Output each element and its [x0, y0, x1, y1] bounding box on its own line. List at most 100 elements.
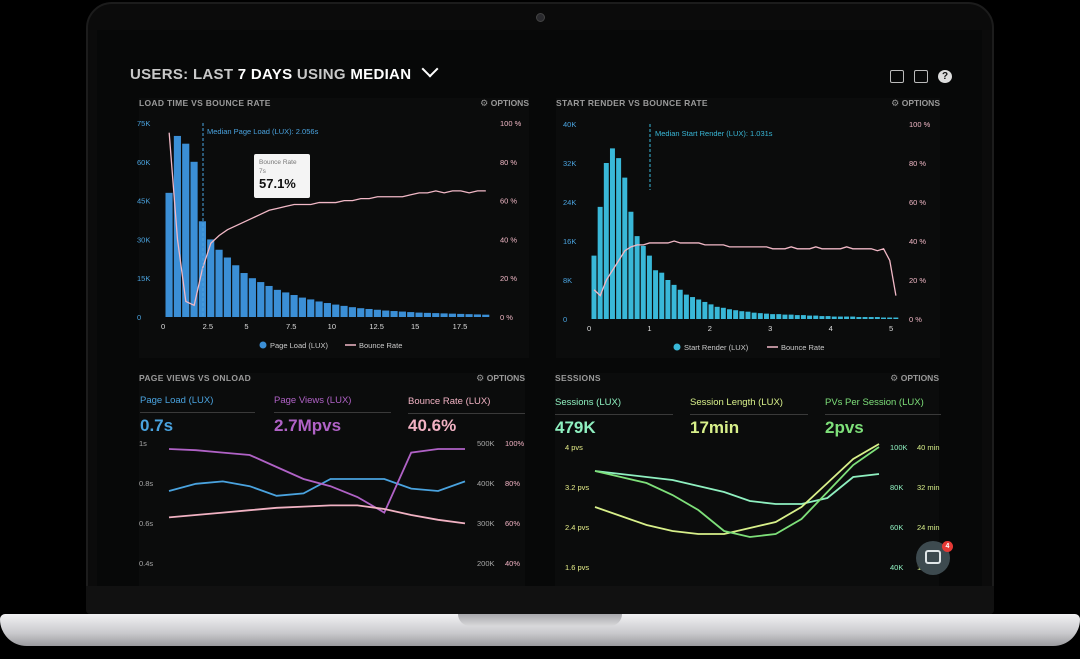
y-tick-label: 0.4s [139, 559, 153, 568]
bar [232, 265, 240, 317]
x-tick-label: 0 [161, 322, 165, 331]
divider [140, 412, 255, 413]
bar [881, 317, 886, 319]
title-prefix: USERS: [130, 66, 189, 83]
y-tick-label: 1.6 pvs [565, 563, 589, 572]
bar [432, 313, 440, 317]
options-button[interactable]: OPTIONS [476, 373, 525, 384]
options-button[interactable]: OPTIONS [480, 98, 529, 109]
laptop-bezel [86, 586, 994, 614]
notification-badge: 4 [942, 541, 953, 552]
monitor-icon[interactable] [890, 70, 904, 83]
y3-tick-label: 40 min [917, 443, 940, 452]
page-title[interactable]: USERS: LAST 7 DAYS USING MEDIAN [130, 60, 439, 83]
x-tick-label: 2 [708, 324, 712, 333]
bar [733, 310, 739, 319]
y2-tick-label: 200K [477, 559, 495, 568]
bar [398, 311, 406, 317]
y-tick-label: 0.8s [139, 479, 153, 488]
legend-marker [259, 341, 267, 349]
bar [591, 255, 597, 319]
bar [671, 284, 677, 319]
bar [825, 316, 831, 319]
bar [182, 143, 190, 317]
metric-label-bounce[interactable]: Bounce Rate (LUX) [408, 396, 491, 407]
bar [332, 304, 340, 317]
y-tick-label: 24K [563, 198, 576, 207]
y2-tick-label: 20 % [909, 276, 926, 285]
bar [240, 273, 248, 317]
tooltip-label: Bounce Rate [259, 159, 297, 166]
bar [763, 313, 769, 319]
divider [408, 413, 525, 414]
bar [465, 314, 473, 317]
bar [482, 314, 490, 317]
bar [800, 315, 806, 319]
bar [856, 317, 862, 319]
y2-tick-label: 100 % [500, 119, 522, 128]
bar [850, 316, 856, 319]
metric-label-session-length[interactable]: Session Length (LUX) [690, 397, 783, 408]
bar [457, 313, 465, 317]
bar [720, 307, 726, 319]
help-icon[interactable]: ? [938, 70, 952, 83]
options-button[interactable]: OPTIONS [890, 373, 939, 384]
bar [844, 316, 850, 319]
camera-icon [536, 13, 545, 22]
bar [887, 317, 893, 319]
bar [382, 310, 390, 317]
y-tick-label: 3.2 pvs [565, 483, 589, 492]
bar [165, 192, 173, 317]
y2-tick-label: 0 % [500, 313, 513, 322]
bar [315, 301, 323, 317]
y3-tick-label: 60% [505, 519, 520, 528]
bar [265, 285, 273, 317]
y3-tick-label: 40% [505, 559, 520, 568]
series-line [168, 504, 466, 525]
metric-label-page-views[interactable]: Page Views (LUX) [274, 395, 352, 406]
bar [597, 206, 603, 319]
bar [282, 292, 290, 317]
median-annotation: Median Page Load (LUX): 2.056s [207, 127, 319, 136]
title-aggregate: MEDIAN [350, 66, 412, 83]
bar [868, 317, 874, 319]
metric-label-pvs-per-session[interactable]: PVs Per Session (LUX) [825, 397, 924, 408]
y2-tick-label: 80 % [909, 159, 926, 168]
metric-value-sessions: 479K [555, 418, 596, 437]
x-tick-label: 15 [411, 322, 419, 331]
bar [248, 278, 256, 317]
y-tick-label: 40K [563, 120, 576, 129]
sessions-panel: SESSIONS OPTIONS [555, 373, 939, 586]
bar [609, 148, 615, 319]
tooltip-sub: 7s [259, 168, 267, 175]
bar [788, 314, 794, 319]
x-tick-label: 17.5 [453, 322, 468, 331]
metric-label-sessions[interactable]: Sessions (LUX) [555, 397, 621, 408]
y-tick-label: 30K [137, 235, 150, 244]
laptop-notch [458, 614, 622, 626]
bar [862, 317, 868, 319]
y2-tick-label: 400K [477, 479, 495, 488]
bar [407, 312, 415, 317]
tooltip [254, 154, 310, 198]
x-tick-label: 7.5 [286, 322, 296, 331]
y2-tick-label: 80K [890, 483, 903, 492]
divider [274, 412, 391, 413]
share-icon[interactable] [914, 70, 928, 83]
bar [893, 317, 899, 319]
options-button[interactable]: OPTIONS [891, 98, 940, 109]
x-tick-label: 4 [829, 324, 833, 333]
bar [307, 299, 315, 317]
legend-label: Page Load (LUX) [270, 341, 328, 350]
metric-label-page-load[interactable]: Page Load (LUX) [140, 395, 214, 406]
x-tick-label: 5 [889, 324, 893, 333]
chat-icon [925, 550, 941, 564]
y-tick-label: 4 pvs [565, 443, 583, 452]
bar [813, 315, 819, 319]
panel-title: SESSIONS [555, 373, 601, 383]
y2-tick-label: 0 % [909, 315, 922, 324]
bar [708, 304, 714, 319]
y-tick-label: 2.4 pvs [565, 523, 589, 532]
y-tick-label: 75K [137, 119, 150, 128]
bar [223, 257, 231, 317]
